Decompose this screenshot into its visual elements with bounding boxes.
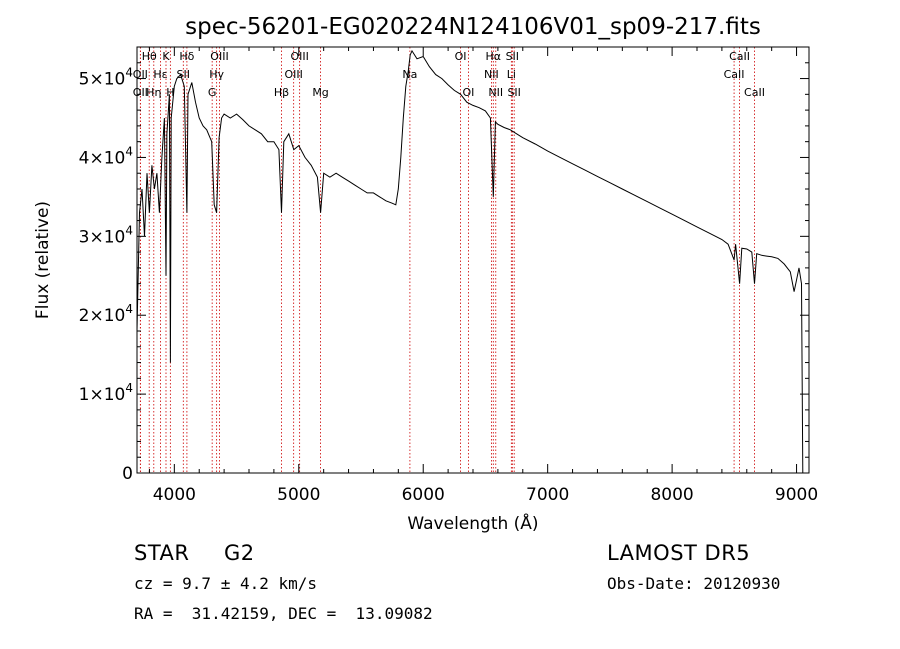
x-tick-label: 5000 bbox=[277, 485, 320, 505]
spectral-line-markers bbox=[139, 47, 755, 473]
spectral-line-label: SII bbox=[507, 86, 520, 99]
x-tick-label: 7000 bbox=[526, 485, 569, 505]
spectral-line-label: NII bbox=[484, 68, 499, 81]
x-tick-label: 8000 bbox=[650, 485, 693, 505]
spectral-line-label: OI bbox=[455, 50, 467, 63]
survey-name: LAMOST DR5 bbox=[607, 541, 751, 565]
x-tick-label: 6000 bbox=[402, 485, 445, 505]
spectral-line-label: OI bbox=[462, 86, 474, 99]
spectral-line-label: SII bbox=[177, 68, 190, 81]
spectral-line-label: CaII bbox=[729, 50, 750, 63]
y-tick-label: 4×104 bbox=[79, 144, 133, 168]
redshift-velocity: cz = 9.7 ± 4.2 km/s bbox=[134, 574, 318, 593]
spectral-line-label: Mg bbox=[312, 86, 328, 99]
y-axis-label: Flux (relative) bbox=[33, 201, 53, 319]
spectral-line-label: SII bbox=[506, 50, 519, 63]
x-axis: 4000 5000 6000 7000 8000 9000 bbox=[148, 47, 818, 505]
object-subclass: G2 bbox=[224, 541, 255, 565]
x-axis-label: Wavelength (Å) bbox=[407, 512, 538, 534]
x-tick-label: 4000 bbox=[153, 485, 196, 505]
spectral-line-label: H bbox=[166, 86, 174, 99]
spectral-line-label: CaII bbox=[724, 68, 745, 81]
y-tick-label: 1×104 bbox=[79, 381, 133, 405]
spectral-line-label: Hε bbox=[153, 68, 167, 81]
spectral-line-label: Hγ bbox=[209, 68, 224, 81]
object-class: STAR bbox=[134, 541, 190, 565]
spectral-line-label: Hβ bbox=[274, 86, 289, 99]
y-axis: 0 1×104 2×104 3×104 4×104 5×104 bbox=[79, 62, 809, 484]
chart-title: spec-56201-EG020224N124106V01_sp09-217.f… bbox=[185, 14, 761, 40]
spectral-line-label: NII bbox=[488, 86, 503, 99]
spectral-line-label: G bbox=[208, 86, 217, 99]
observation-date: Obs-Date: 20120930 bbox=[607, 574, 781, 593]
spectral-line-label: Li bbox=[507, 68, 516, 81]
spectral-line-label: Hα bbox=[486, 50, 502, 63]
y-tick-label: 2×104 bbox=[79, 302, 133, 326]
spectral-line-label: OIII bbox=[290, 50, 308, 63]
spectral-line-label: Hδ bbox=[179, 50, 194, 63]
y-tick-label: 0 bbox=[122, 464, 133, 484]
y-tick-label: 5×104 bbox=[79, 66, 133, 90]
spectral-line-label: CaII bbox=[744, 86, 765, 99]
spectral-line-label: OIII bbox=[210, 50, 228, 63]
plot-frame bbox=[136, 46, 810, 474]
spectral-line-label: Na bbox=[402, 68, 417, 81]
spectral-line-label: Hη bbox=[146, 86, 161, 99]
x-tick-label: 9000 bbox=[775, 485, 818, 505]
spectral-line-label: Hθ bbox=[142, 50, 157, 63]
spectral-line-label: OIII bbox=[284, 68, 302, 81]
spectral-line-label: K bbox=[162, 50, 170, 63]
spectrum-line bbox=[136, 49, 804, 474]
y-tick-label: 3×104 bbox=[79, 223, 133, 247]
sky-coordinates: RA = 31.42159, DEC = 13.09082 bbox=[134, 604, 433, 623]
